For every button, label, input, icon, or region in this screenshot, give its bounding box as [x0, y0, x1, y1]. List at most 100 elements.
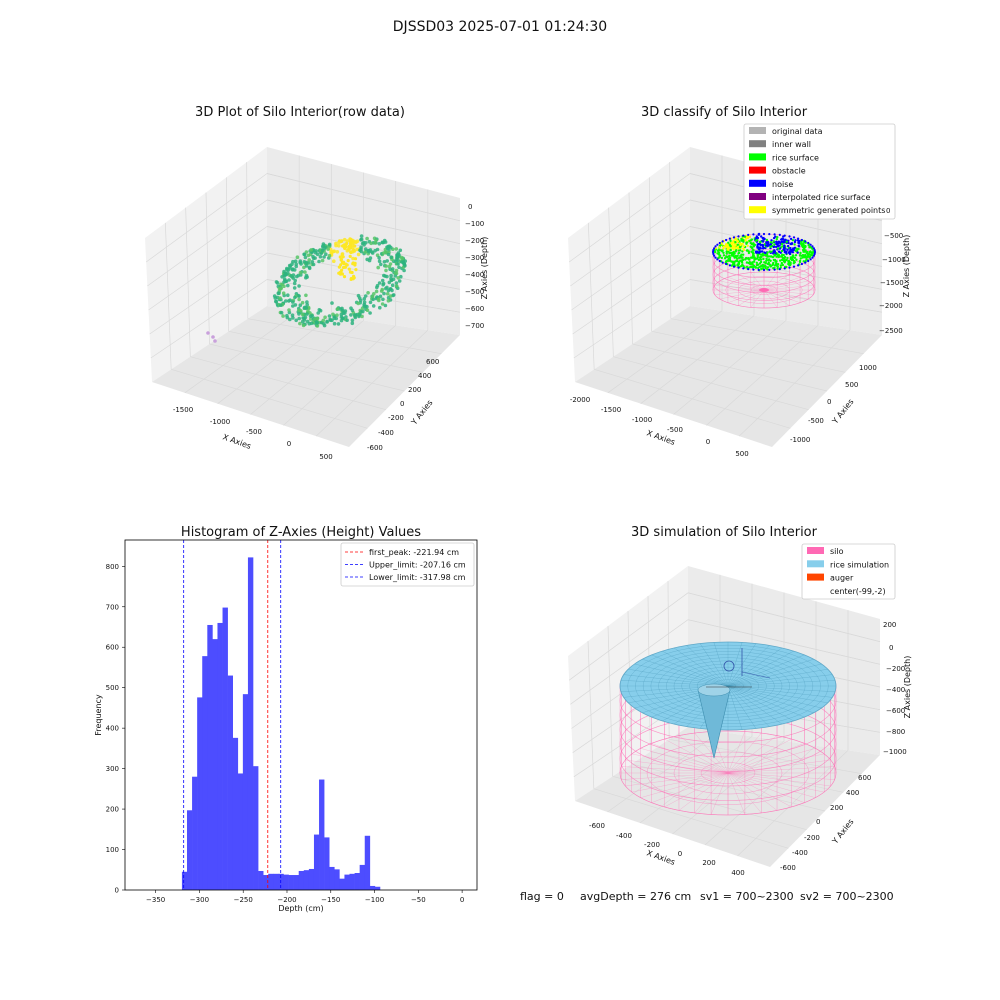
- classify-point: [726, 259, 730, 262]
- classify-point: [756, 255, 759, 259]
- classify-point: [762, 257, 765, 261]
- classify-point: [741, 256, 744, 259]
- sim-silo-floor-spoke: [625, 759, 729, 774]
- hist-bar: [181, 871, 188, 890]
- classify-point: [741, 238, 744, 241]
- sim-silo-floor-spoke: [727, 732, 762, 774]
- classify-rim-point: [716, 243, 719, 246]
- classify-point: [790, 250, 793, 253]
- raw-point: [377, 298, 381, 303]
- sim-surface-mesh-spoke: [727, 668, 828, 687]
- sim-ztick: 200: [883, 621, 896, 629]
- raw-point-peak: [344, 262, 348, 266]
- hist-bar: [258, 870, 264, 890]
- classify-point: [734, 241, 737, 244]
- classify-rim-point: [747, 268, 750, 271]
- classify-rim-point: [804, 240, 807, 243]
- sim-legend-label: center(-99,-2): [830, 587, 886, 596]
- classify-silo-wireframe: [712, 233, 816, 309]
- raw-point: [383, 303, 388, 308]
- classify-point: [772, 236, 776, 240]
- classify-point: [794, 254, 798, 257]
- raw-point: [278, 296, 282, 300]
- sim-silo-floor-spoke: [640, 772, 729, 798]
- raw-point: [325, 320, 329, 324]
- classify-legend-swatch: [749, 153, 766, 161]
- sim-silo-floor-spoke: [727, 753, 825, 774]
- classify-silo-floor-spoke: [727, 289, 765, 303]
- sim-silo-floor-spoke: [727, 748, 816, 774]
- raw-point: [286, 293, 290, 298]
- classify-point: [788, 252, 792, 256]
- raw-point: [363, 250, 368, 254]
- raw-point: [297, 308, 301, 313]
- raw-point: [340, 306, 344, 311]
- sim-surface-mesh-spoke: [727, 685, 833, 698]
- classify-legend-swatch: [749, 140, 766, 148]
- classify-point: [773, 253, 776, 256]
- raw-point: [385, 259, 390, 263]
- hist-title: Histogram of Z-Axies (Height) Values: [181, 525, 421, 540]
- raw-point: [396, 262, 400, 266]
- raw-point: [378, 305, 382, 310]
- hist-bar: [237, 773, 244, 890]
- raw-point-peak: [347, 267, 351, 271]
- raw-point: [317, 259, 321, 264]
- sim-legend-label: rice simulation: [830, 560, 889, 569]
- gridline: [568, 173, 691, 263]
- classify-point: [745, 242, 748, 245]
- sim-surface-mesh-spoke: [727, 642, 743, 687]
- hist-ytick-label: 0: [115, 887, 119, 895]
- classify-point: [741, 258, 744, 262]
- raw-point: [279, 310, 284, 315]
- classify-point: [771, 263, 774, 267]
- sim-silo-floor-spoke: [727, 772, 835, 780]
- classify-rim-point: [773, 233, 776, 236]
- classify-point: [808, 256, 811, 259]
- raw-point-cloud: [206, 234, 408, 343]
- sim-surface-mesh-spoke: [727, 685, 757, 729]
- sim-silo-floor-spoke: [727, 772, 831, 787]
- sim-ytick: -200: [804, 834, 820, 842]
- classify-point: [759, 258, 763, 261]
- raw-point: [332, 321, 337, 326]
- raw-point: [289, 274, 293, 278]
- gridline: [669, 738, 862, 775]
- raw-ztick: −600: [465, 305, 484, 313]
- classify-rim-point: [737, 266, 740, 269]
- classify-legend-label: rice surface: [772, 153, 819, 162]
- raw-point: [345, 239, 350, 243]
- raw-point: [321, 318, 326, 323]
- sim-surface-mesh-spoke: [699, 643, 729, 687]
- classify-point: [758, 262, 762, 265]
- classify-point: [765, 238, 769, 242]
- classify-point: [752, 244, 756, 248]
- raw-point: [385, 292, 390, 296]
- classify-point: [809, 253, 812, 256]
- hist-bar: [364, 835, 371, 890]
- raw-point: [330, 301, 334, 305]
- classify-rim-point: [792, 265, 796, 268]
- raw-point: [372, 292, 376, 296]
- classify-point: [774, 245, 778, 249]
- classify-point: [796, 239, 800, 242]
- raw-point: [305, 319, 310, 324]
- raw-xtick: 0: [287, 440, 291, 448]
- classify-point: [721, 250, 724, 253]
- raw-point: [293, 295, 297, 300]
- classify-point: [718, 255, 721, 259]
- raw-point: [396, 251, 401, 255]
- classify-ytick: 1000: [859, 364, 877, 372]
- sim-ytick: 600: [858, 774, 871, 782]
- raw-point: [398, 248, 403, 253]
- raw-point: [328, 317, 332, 322]
- classify-point: [752, 265, 755, 268]
- classify-point: [744, 237, 748, 240]
- raw-point: [367, 249, 371, 254]
- status-avg-depth: avgDepth = 276 cm: [580, 890, 691, 903]
- raw-point: [387, 244, 392, 248]
- sim-silo-floor-spoke: [727, 743, 805, 774]
- classify-silo-floor-spoke: [719, 280, 765, 291]
- raw-point: [388, 294, 393, 298]
- classify-point: [750, 246, 753, 249]
